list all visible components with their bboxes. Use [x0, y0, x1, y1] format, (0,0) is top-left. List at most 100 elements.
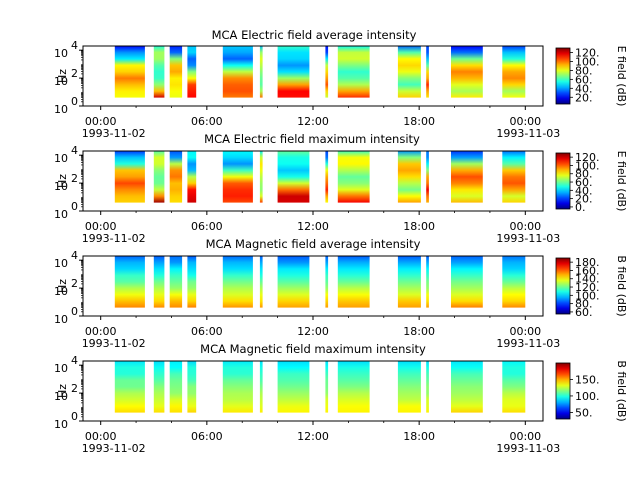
panel-2-segment — [426, 151, 429, 203]
panel-3-xtick-label: 00:00 — [85, 325, 117, 338]
panel-2-colorbar-tick-label: 120. — [575, 151, 600, 164]
panel-2-date-end: 1993-11-03 — [496, 232, 560, 245]
panel-2-segment — [153, 151, 165, 203]
panel-3-segment — [277, 256, 310, 308]
panel-3-colorbar-label: B field (dB) — [615, 255, 628, 316]
panel-4-xtick-label: 18:00 — [403, 430, 435, 443]
panel-4-xtick-label: 00:00 — [85, 430, 117, 443]
panel-1-colorbar: 20.40.60.80.100.120. — [555, 46, 600, 105]
panel-4-segment — [277, 361, 310, 413]
panel-1-colorbar-tick-label: 40. — [575, 82, 593, 95]
panel-2-ytick-label: 10 — [54, 208, 68, 221]
panel-3-colorbar-tick-label: 60. — [575, 306, 593, 319]
panel-1-xtick-label: 00:00 — [85, 115, 117, 128]
panel-2-title: MCA Electric field maximum intensity — [204, 132, 420, 146]
panel-2-ytick-exponent: 2 — [71, 172, 78, 185]
panel-2-colorbar-tick-label: 0. — [575, 201, 586, 214]
panel-3-segment — [153, 256, 165, 308]
panel-4-segment — [114, 361, 145, 413]
panel-1-segment — [187, 46, 197, 98]
panel-1-segment — [451, 46, 483, 98]
panel-2-colorbar-tick-label: 40. — [575, 184, 593, 197]
panel-2-segment — [187, 151, 197, 203]
panel-4-xtick-label: 06:00 — [191, 430, 223, 443]
panel-3-colorbar-tick-label: 140. — [575, 273, 600, 286]
panel-2-segment — [502, 151, 526, 203]
panel-3-segment — [451, 256, 483, 308]
panel-2-ylabel: Hz — [56, 174, 69, 188]
panel-1: MCA Electric field average intensity Hz … — [54, 28, 628, 140]
panel-4-xtick-label: 00:00 — [509, 430, 541, 443]
panel-2-colorbar-tick-label: 20. — [575, 193, 593, 206]
panel-2-segment — [337, 151, 370, 203]
panel-3-segment — [337, 256, 370, 308]
panel-1-segment — [222, 46, 253, 98]
panel-3-segment — [426, 256, 429, 308]
panel-2-colorbar-tick-label: 80. — [575, 168, 593, 181]
panel-1-xtick-label: 18:00 — [403, 115, 435, 128]
panel-1-ytick-exponent: 2 — [71, 67, 78, 80]
panel-2-xtick-label: 00:00 — [509, 220, 541, 233]
panel-3-xtick-label: 12:00 — [297, 325, 329, 338]
panel-2-ytick-exponent: 4 — [71, 144, 78, 157]
panel-4-segment — [169, 361, 183, 413]
panel-4-spectrogram — [114, 361, 526, 413]
panel-2-segment — [114, 151, 145, 203]
panel-3-segment — [114, 256, 145, 308]
panel-4-segment — [337, 361, 370, 413]
panel-2-ytick-exponent: 0 — [71, 200, 78, 213]
panel-4-ytick-label: 10 — [54, 362, 68, 375]
panel-3-xtick-label: 18:00 — [403, 325, 435, 338]
panel-3-colorbar-gradient — [555, 257, 571, 315]
panel-3-segment — [397, 256, 421, 308]
panel-1-segment — [325, 46, 329, 98]
panel-1-segment — [426, 46, 429, 98]
panel-3-segment — [187, 256, 197, 308]
panel-1-segment — [153, 46, 165, 98]
panel-2-segment — [325, 151, 329, 203]
panel-2-spectrogram — [114, 151, 526, 203]
panel-2-segment — [451, 151, 483, 203]
panel-4-colorbar-tick-label: 100. — [575, 390, 600, 403]
panel-1-colorbar-gradient — [555, 47, 571, 105]
panel-2-colorbar-label: E field (dB) — [615, 151, 628, 212]
panel-4-segment — [397, 361, 421, 413]
panel-2-ytick-label: 10 — [54, 152, 68, 165]
panel-1-colorbar-tick-label: 80. — [575, 64, 593, 77]
panel-4-xtick-label: 12:00 — [297, 430, 329, 443]
panel-4-segment — [187, 361, 197, 413]
panel-1-colorbar-tick-label: 100. — [575, 55, 600, 68]
panel-3-ytick-exponent: 2 — [71, 277, 78, 290]
panel-4-ytick-label: 10 — [54, 418, 68, 431]
panel-3-segment — [259, 256, 263, 308]
panel-2-segment — [169, 151, 183, 203]
panel-1-xtick-label: 00:00 — [509, 115, 541, 128]
panel-4-colorbar-gradient — [555, 362, 571, 420]
panel-3-segment — [169, 256, 183, 308]
panel-1-segment — [114, 46, 145, 98]
panel-1-segment — [277, 46, 310, 98]
panel-3-colorbar-tick-label: 100. — [575, 289, 600, 302]
panel-1-xtick-label: 06:00 — [191, 115, 223, 128]
panel-3-colorbar: 60.80.100.120.140.160.180. — [555, 256, 600, 319]
panel-1-ytick-exponent: 0 — [71, 95, 78, 108]
panel-1-segment — [169, 46, 183, 98]
panel-2-segment — [277, 151, 310, 203]
panel-1-date-end: 1993-11-03 — [496, 127, 560, 140]
panel-2-ytick-label: 10 — [54, 180, 68, 193]
panel-3-date-start: 1993-11-02 — [82, 337, 146, 350]
panel-4-date-start: 1993-11-02 — [82, 442, 146, 455]
panel-1-date-start: 1993-11-02 — [82, 127, 146, 140]
panel-1-colorbar-tick-label: 120. — [575, 46, 600, 59]
panel-2-segment — [259, 151, 263, 203]
panel-2-colorbar-gradient — [555, 152, 571, 210]
panel-4-segment — [259, 361, 263, 413]
panel-1-segment — [259, 46, 263, 98]
